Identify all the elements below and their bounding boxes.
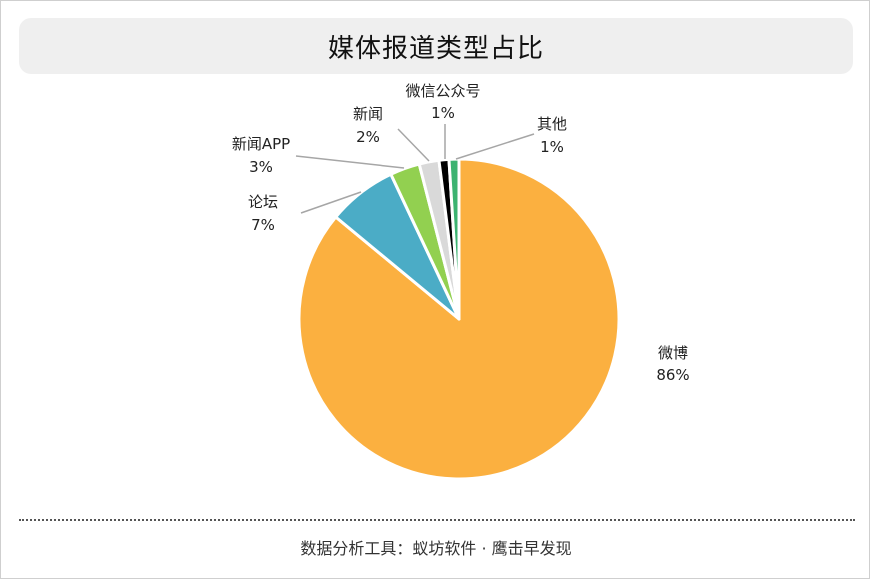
slice-value-label-1: 7% — [251, 216, 275, 234]
footer-text: 数据分析工具：蚁坊软件 · 鹰击早发现 — [300, 539, 572, 558]
slice-name-label-5: 其他 — [537, 115, 567, 133]
pie-slice-5 — [447, 157, 461, 321]
leader-line-3 — [397, 128, 430, 162]
leader-line-1 — [300, 191, 362, 214]
slice-value-label-3: 2% — [356, 128, 380, 146]
title-bar: 媒体报道类型占比 — [19, 18, 853, 74]
slice-value-label-0: 86% — [656, 366, 689, 384]
slice-name-label-2: 新闻APP — [232, 135, 290, 153]
slice-value-label-5: 1% — [540, 138, 564, 156]
slice-value-label-4: 1% — [431, 104, 455, 122]
slice-value-label-2: 3% — [249, 158, 273, 176]
slice-name-label-3: 新闻 — [353, 105, 383, 123]
leader-line-2 — [295, 155, 405, 169]
slice-name-label-4: 微信公众号 — [405, 82, 480, 100]
footer-divider — [19, 519, 855, 521]
slice-name-label-0: 微博 — [658, 344, 688, 362]
chart-title: 媒体报道类型占比 — [327, 33, 544, 64]
leader-line-5 — [455, 133, 535, 160]
pie-chart: 微博 86% 论坛 7% 新闻APP 3% 新闻 2% 微信公众号 1% 其他 1% — [232, 82, 690, 481]
slice-name-label-1: 论坛 — [248, 193, 278, 211]
